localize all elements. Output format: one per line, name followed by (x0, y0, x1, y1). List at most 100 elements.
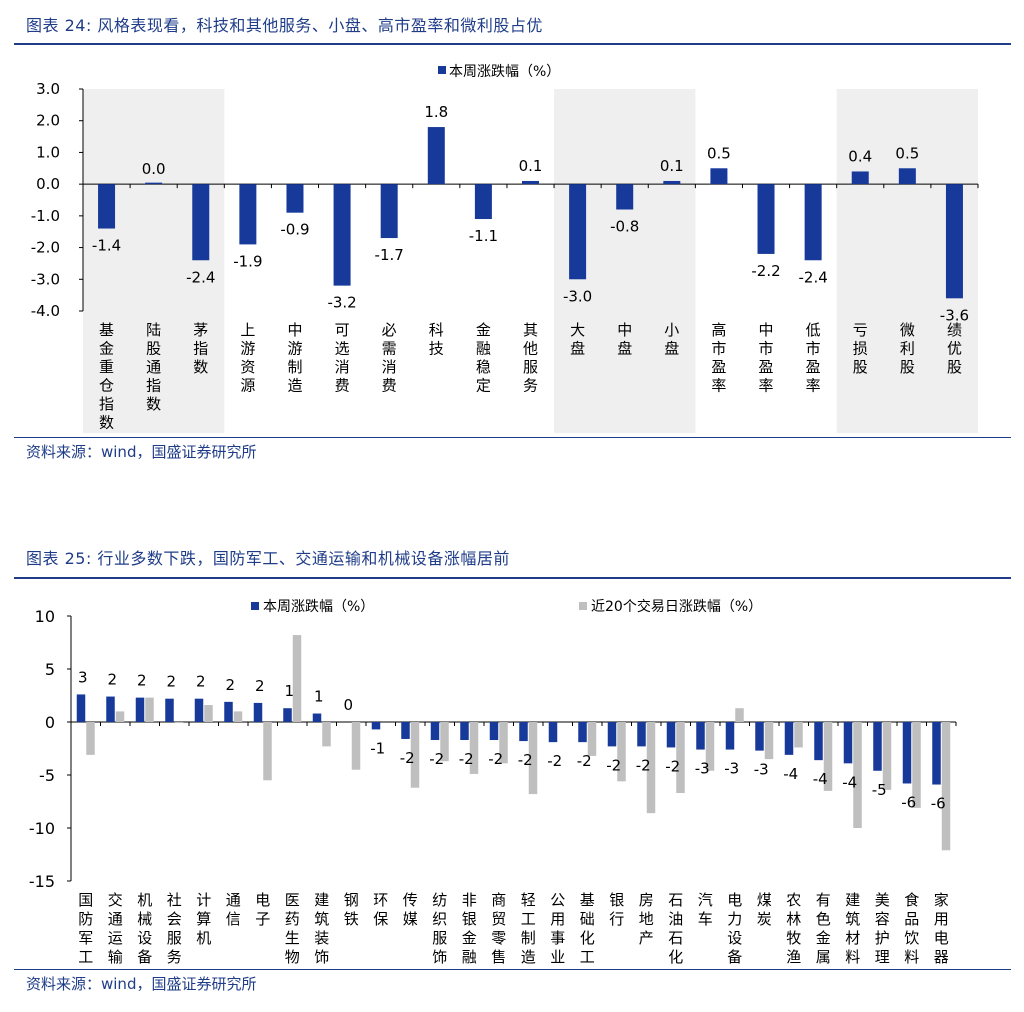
fig25-data-label: -2 (459, 750, 474, 768)
fig24-bottom-rule (14, 437, 1011, 438)
fig24-category-label-13-3: 率 (711, 377, 726, 395)
fig25-category-label-24-2: 牧 (786, 929, 801, 947)
fig24-category-label-0-1: 金 (99, 340, 114, 358)
fig24-category-label-18-1: 优 (947, 340, 962, 358)
fig25-category-label-20-2: 石 (668, 929, 683, 947)
fig24-source: 资料来源：wind，国盛证券研究所 (26, 443, 257, 461)
fig25-category-label-14-0: 商 (491, 891, 506, 909)
fig24-ytick-label: -2.0 (31, 239, 60, 257)
fig25-category-label-25-0: 有 (816, 891, 831, 909)
fig25-category-label-16-1: 用 (550, 910, 565, 928)
fig24-category-label-10-0: 大 (570, 321, 585, 339)
fig25-source: 资料来源：wind，国盛证券研究所 (26, 975, 257, 993)
fig24-data-label: 0.0 (142, 160, 166, 178)
fig24-bar (757, 184, 775, 254)
fig25-bar-week (725, 722, 735, 750)
fig25-bar-20d (174, 722, 184, 724)
fig25-data-label: -2 (488, 750, 503, 768)
fig24-bar (898, 168, 916, 185)
fig25-bar-week (312, 713, 322, 722)
fig25-category-label-0-2: 军 (78, 929, 93, 947)
fig25-ytick-label: 5 (45, 660, 55, 679)
fig25-bar-week (696, 722, 705, 750)
fig25-category-label-1-1: 通 (108, 910, 123, 928)
fig25-category-label-9-1: 铁 (344, 910, 359, 928)
fig24-category-label-0-4: 指 (99, 395, 114, 413)
fig24-category-label-11-0: 中 (617, 321, 632, 339)
fig25-category-label-16-2: 事 (550, 929, 565, 947)
fig24-bar (286, 184, 304, 213)
fig25-category-label-16-0: 公 (550, 891, 565, 909)
fig25-bar-week (637, 722, 646, 747)
fig25-category-label-0-1: 防 (78, 910, 93, 928)
fig25-bar-20d (528, 722, 538, 795)
fig25-data-label: -6 (901, 793, 916, 811)
fig24-data-label: -3.0 (563, 287, 592, 305)
fig24-category-label-2-1: 指 (193, 340, 208, 358)
fig24-category-label-15-0: 低 (806, 321, 821, 339)
fig25-data-label: -2 (636, 756, 651, 774)
fig25-bar-week (253, 702, 263, 722)
fig24-category-label-3-3: 源 (240, 377, 255, 395)
fig24-data-label: -2.4 (798, 268, 827, 286)
fig24-bar (192, 184, 210, 261)
fig24-bar (851, 171, 869, 185)
fig25-bar-week (224, 701, 233, 722)
fig25-bar-week (401, 722, 410, 739)
fig25-category-label-13-1: 银 (462, 910, 477, 928)
fig25-bar-week (106, 696, 115, 722)
fig25-category-label-28-1: 品 (904, 910, 919, 928)
fig25-data-label: -4 (813, 770, 828, 788)
fig24-category-label-4-1: 游 (287, 340, 302, 358)
fig24-chart: 3.02.01.00.0-1.0-2.0-3.0-4.0-1.40.0-2.4-… (31, 64, 979, 433)
fig24-category-label-1-2: 通 (146, 358, 161, 376)
fig24-category-label-18-2: 股 (947, 358, 962, 376)
fig25-category-label-5-0: 通 (226, 891, 241, 909)
fig25-bar-week (489, 722, 499, 741)
fig24-bar (333, 184, 351, 286)
fig25-category-label-26-2: 材 (845, 929, 860, 947)
fig25-category-label-3-1: 会 (167, 910, 182, 928)
fig24-bar (427, 127, 445, 185)
fig24-category-label-14-2: 盈 (759, 358, 774, 376)
fig24-category-label-12-1: 盘 (664, 340, 679, 358)
fig24-data-label: -2.4 (186, 268, 215, 286)
fig25-category-label-26-0: 建 (845, 891, 860, 909)
fig25-category-label-22-1: 力 (727, 910, 742, 928)
fig24-category-label-15-2: 盈 (806, 358, 821, 376)
fig24-ytick-label: 2.0 (36, 112, 60, 130)
fig25-data-label: 2 (137, 672, 147, 690)
fig24-category-label-15-3: 率 (806, 377, 821, 395)
fig24-bar (145, 182, 163, 185)
fig25-bar-20d (646, 722, 656, 814)
fig24-category-label-7-1: 技 (429, 340, 444, 358)
fig25-category-label-17-1: 础 (580, 910, 595, 928)
fig24-data-label: -3.6 (940, 306, 969, 324)
fig24-category-label-6-2: 消 (382, 358, 397, 376)
fig25-category-label-27-0: 美 (875, 891, 890, 909)
fig25-category-label-29-2: 电 (934, 929, 949, 947)
fig25-bar-20d (86, 722, 95, 755)
fig25-category-label-15-1: 工 (521, 910, 536, 928)
fig25-category-label-27-3: 理 (875, 948, 890, 966)
fig25-ytick-label: 0 (45, 713, 55, 732)
fig25-category-label-0-3: 工 (78, 948, 93, 966)
fig25-category-label-24-1: 林 (786, 910, 801, 928)
fig24-category-label-2-2: 数 (193, 358, 208, 376)
fig25-category-label-14-3: 售 (491, 948, 506, 966)
fig25-category-label-23-0: 煤 (757, 891, 772, 909)
fig25-category-label-22-0: 电 (727, 891, 742, 909)
fig25-bar-week (460, 722, 469, 741)
fig25-bar-20d (735, 708, 744, 722)
fig24-data-label: 0.5 (895, 144, 919, 162)
fig24-category-label-5-0: 可 (335, 321, 350, 339)
fig25-bar-20d (469, 722, 479, 774)
fig24-category-label-3-2: 资 (240, 358, 255, 376)
fig25-category-label-1-3: 输 (108, 948, 123, 966)
fig25-bar-week (194, 698, 204, 722)
fig25-category-label-18-1: 行 (609, 910, 624, 928)
fig24-category-label-0-3: 仓 (99, 377, 114, 395)
fig25-category-label-22-3: 备 (727, 948, 742, 966)
fig25-category-label-10-1: 保 (373, 910, 388, 928)
fig24-data-label: 0.5 (707, 144, 731, 162)
